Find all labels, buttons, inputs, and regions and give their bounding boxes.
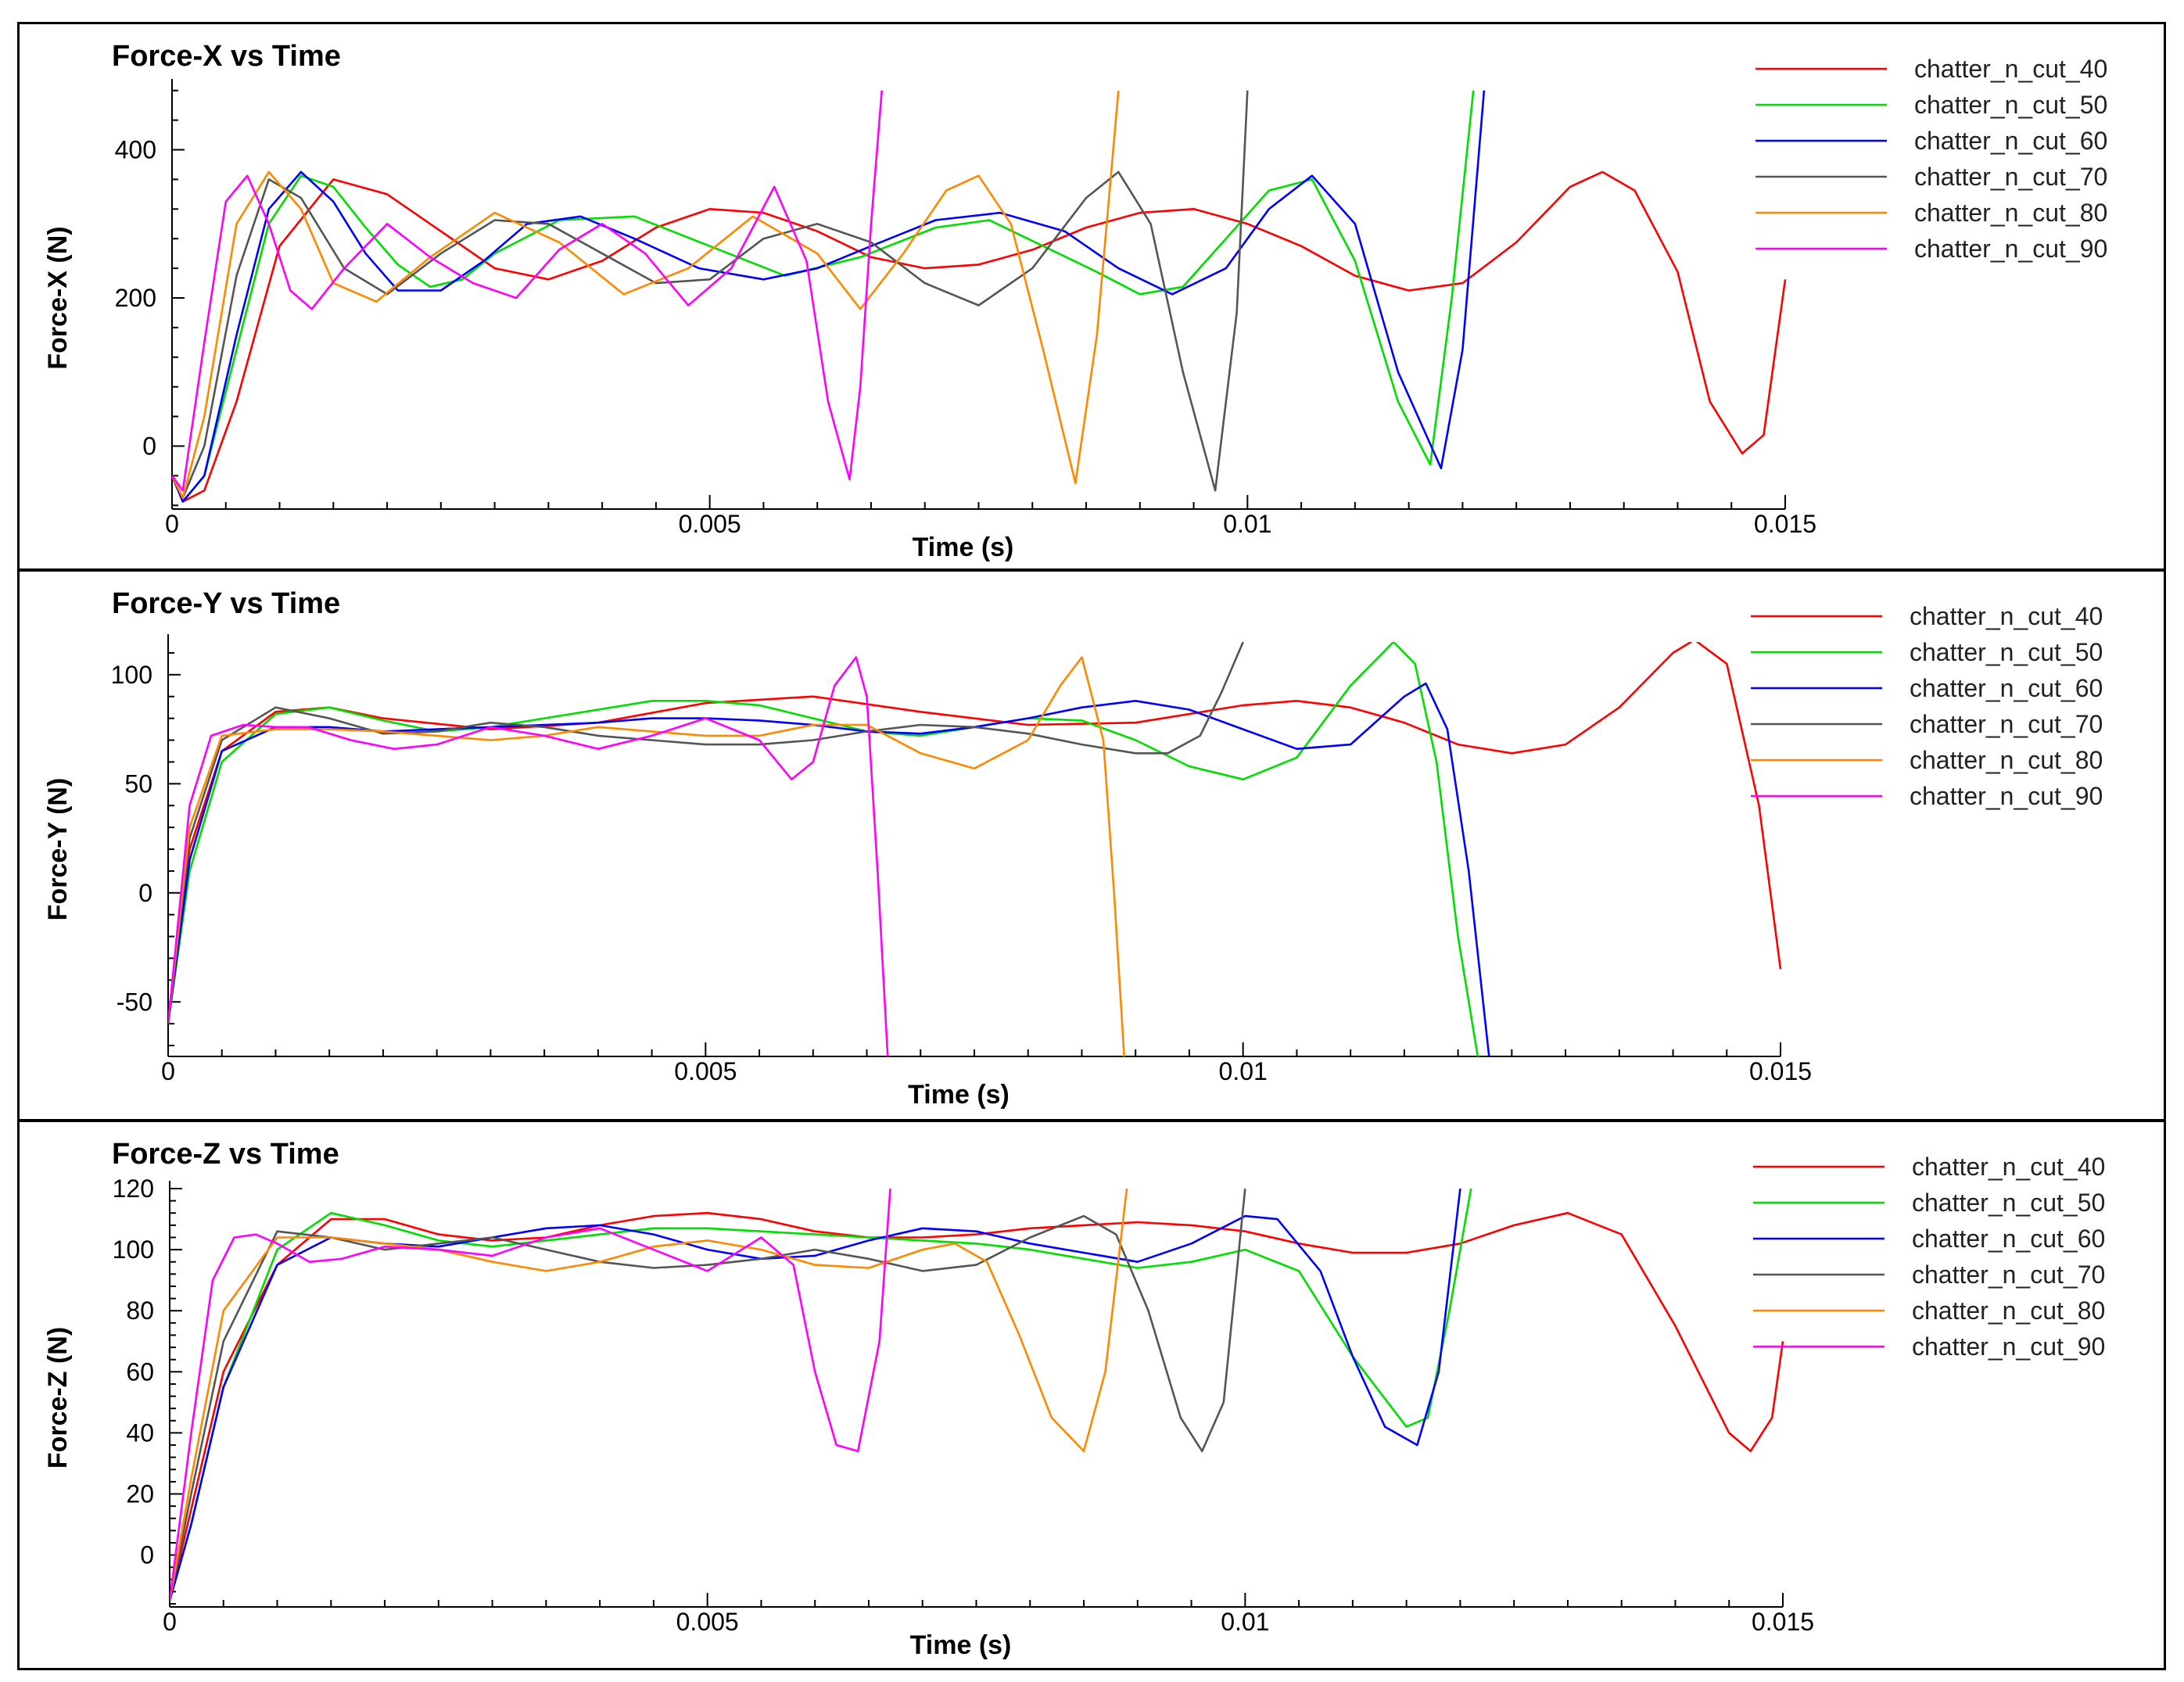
x-axis-label: Time (s)	[908, 1080, 1010, 1110]
y-tick-label: 80	[126, 1296, 154, 1325]
y-tick-label: 120	[113, 1175, 154, 1203]
series-line-chatter-n-cut-70	[172, 90, 1249, 500]
y-tick-label: -50	[117, 988, 152, 1016]
x-tick-label: 0.005	[679, 510, 741, 538]
legend-label-chatter-n-cut-80: chatter_n_cut_80	[1914, 199, 2107, 227]
x-tick-label: 0	[163, 1608, 177, 1636]
x-tick-label: 0.01	[1223, 510, 1271, 538]
series-line-chatter-n-cut-90	[172, 90, 883, 492]
legend-label-chatter-n-cut-70: chatter_n_cut_70	[1914, 163, 2107, 191]
x-tick-label: 0.015	[1749, 1057, 1812, 1085]
x-tick-label: 0.01	[1219, 1057, 1268, 1085]
x-tick-label: 0.01	[1221, 1608, 1269, 1636]
x-axis-label: Time (s)	[910, 1630, 1012, 1660]
y-axis-label: Force-X (N)	[43, 226, 73, 369]
chart-title: Force-X vs Time	[112, 40, 341, 73]
y-tick-label: 0	[138, 879, 152, 907]
legend-label-chatter-n-cut-80: chatter_n_cut_80	[1912, 1296, 2105, 1325]
force-x-panel: Force-X vs Time 0 0.005 0.01 0.015 0 200 400 Tim…	[17, 22, 2166, 571]
legend-label-chatter-n-cut-70: chatter_n_cut_70	[1912, 1261, 2105, 1289]
x-tick-label: 0	[161, 1057, 175, 1085]
series-line-chatter-n-cut-90	[168, 656, 889, 1056]
y-tick-label: 0	[140, 1541, 154, 1569]
series-line-chatter-n-cut-80	[168, 656, 1125, 1056]
y-axis-label: Force-Y (N)	[43, 778, 73, 921]
plot-area	[172, 90, 1787, 503]
series-line-chatter-n-cut-50	[172, 90, 1475, 503]
series-line-chatter-n-cut-90	[170, 1189, 891, 1601]
series-line-chatter-n-cut-50	[168, 642, 1479, 1056]
y-tick-label: 20	[126, 1480, 154, 1508]
legend-label-chatter-n-cut-40: chatter_n_cut_40	[1912, 1153, 2105, 1181]
chart-title: Force-Y vs Time	[112, 587, 340, 620]
legend-label-chatter-n-cut-80: chatter_n_cut_80	[1910, 746, 2103, 774]
series-line-chatter-n-cut-40	[168, 642, 1782, 1024]
force-x-chart: Force-X vs Time 0 0.005 0.01 0.015 0 200 400 Tim…	[43, 40, 2107, 562]
force-z-chart: Force-Z vs Time 0 0.005 0.01 0.015 0 20 40 60 80 1…	[43, 1138, 2105, 1660]
force-y-panel: Force-Y vs Time 0 0.005 0.01 0.015 -50 0 50 100 T…	[17, 569, 2166, 1121]
series-line-chatter-n-cut-70	[168, 642, 1244, 1024]
force-z-panel: Force-Z vs Time 0 0.005 0.01 0.015 0 20 40 60 80 1…	[17, 1120, 2166, 1670]
legend-label-chatter-n-cut-40: chatter_n_cut_40	[1910, 602, 2103, 630]
chart-title: Force-Z vs Time	[112, 1138, 339, 1171]
series-line-chatter-n-cut-40	[172, 170, 1787, 503]
y-tick-label: 100	[113, 1235, 154, 1264]
legend-label-chatter-n-cut-60: chatter_n_cut_60	[1914, 127, 2107, 155]
y-tick-label: 100	[111, 661, 152, 689]
legend-label-chatter-n-cut-50: chatter_n_cut_50	[1910, 638, 2103, 666]
series-line-chatter-n-cut-60	[168, 682, 1490, 1056]
legend-label-chatter-n-cut-70: chatter_n_cut_70	[1910, 710, 2103, 738]
y-tick-label: 50	[124, 769, 152, 798]
series-line-chatter-n-cut-60	[172, 90, 1486, 503]
y-axis-label: Force-Z (N)	[43, 1327, 73, 1469]
legend: chatter_n_cut_40 chatter_n_cut_50 chatter_…	[1753, 1153, 2105, 1361]
legend-label-chatter-n-cut-90: chatter_n_cut_90	[1910, 782, 2103, 810]
legend-label-chatter-n-cut-60: chatter_n_cut_60	[1910, 674, 2103, 702]
force-y-chart: Force-Y vs Time 0 0.005 0.01 0.015 -50 0 50 100 T…	[43, 587, 2103, 1110]
legend-label-chatter-n-cut-90: chatter_n_cut_90	[1912, 1332, 2105, 1361]
legend-label-chatter-n-cut-40: chatter_n_cut_40	[1914, 55, 2107, 83]
x-tick-label: 0.015	[1754, 510, 1816, 538]
x-tick-label: 0	[165, 510, 179, 538]
x-tick-label: 0.005	[674, 1057, 737, 1085]
y-tick-label: 400	[115, 136, 156, 164]
y-tick-label: 200	[115, 284, 156, 312]
legend-label-chatter-n-cut-60: chatter_n_cut_60	[1912, 1225, 2105, 1253]
legend-label-chatter-n-cut-50: chatter_n_cut_50	[1912, 1189, 2105, 1217]
legend-label-chatter-n-cut-90: chatter_n_cut_90	[1914, 235, 2107, 263]
y-tick-label: 0	[142, 432, 156, 460]
x-axis-label: Time (s)	[913, 533, 1014, 562]
series-line-chatter-n-cut-80	[170, 1189, 1128, 1601]
x-tick-label: 0.005	[676, 1608, 739, 1636]
y-tick-label: 60	[126, 1357, 154, 1386]
x-tick-label: 0.015	[1752, 1608, 1814, 1636]
plot-area	[170, 1189, 1784, 1601]
series-line-chatter-n-cut-80	[172, 90, 1120, 500]
legend-label-chatter-n-cut-50: chatter_n_cut_50	[1914, 91, 2107, 119]
series-line-chatter-n-cut-50	[170, 1189, 1472, 1601]
legend: chatter_n_cut_40 chatter_n_cut_50 chatter_…	[1751, 602, 2103, 810]
y-tick-label: 40	[126, 1418, 154, 1447]
legend: chatter_n_cut_40 chatter_n_cut_50 chatter_…	[1755, 55, 2107, 263]
series-line-chatter-n-cut-40	[170, 1211, 1784, 1601]
plot-area	[168, 642, 1782, 1056]
